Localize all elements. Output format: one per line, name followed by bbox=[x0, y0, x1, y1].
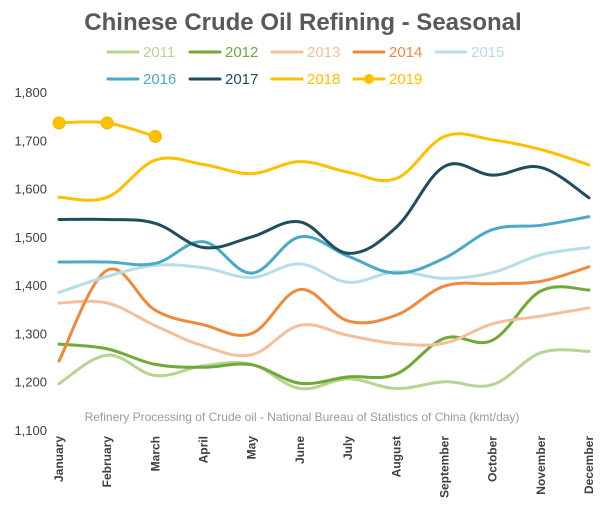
series-layer bbox=[52, 116, 591, 391]
legend-label: 2014 bbox=[389, 44, 422, 61]
legend-label: 2013 bbox=[307, 44, 340, 61]
chart-title: Chinese Crude Oil Refining - Seasonal bbox=[84, 9, 521, 36]
x-tick-label: May bbox=[245, 436, 259, 460]
legend-label: 2011 bbox=[143, 44, 175, 61]
legend-label: 2012 bbox=[225, 44, 258, 61]
x-tick-label: December bbox=[582, 436, 596, 494]
series-line-2013 bbox=[57, 299, 591, 358]
data-point-2019 bbox=[148, 129, 162, 143]
x-tick-label: February bbox=[100, 436, 114, 488]
series-line-2018 bbox=[57, 132, 591, 202]
series-line-2017 bbox=[57, 162, 591, 255]
legend-label: 2018 bbox=[307, 71, 340, 88]
legend-marker bbox=[364, 74, 374, 84]
legend-item-2018: 2018 bbox=[270, 71, 340, 88]
y-axis: 1,100 1,200 1,300 1,400 1,500 1,600 1,700 1,800 bbox=[14, 85, 47, 438]
data-point-2019 bbox=[52, 116, 66, 130]
y-tick-label: 1,100 bbox=[14, 423, 47, 438]
series-line-2012 bbox=[57, 285, 591, 386]
y-tick-label: 1,800 bbox=[14, 85, 47, 100]
series-line-2015 bbox=[57, 246, 591, 294]
y-tick-label: 1,400 bbox=[14, 278, 47, 293]
y-tick-label: 1,200 bbox=[14, 375, 47, 390]
x-tick-label: July bbox=[341, 436, 355, 460]
legend-label: 2015 bbox=[471, 44, 504, 61]
x-tick-label: April bbox=[197, 436, 211, 463]
x-tick-label: September bbox=[437, 436, 451, 498]
legend-label: 2019 bbox=[389, 71, 422, 88]
x-tick-label: August bbox=[389, 436, 403, 477]
legend-item-2014: 2014 bbox=[352, 44, 422, 61]
legend-item-2013: 2013 bbox=[270, 44, 340, 61]
y-tick-label: 1,500 bbox=[14, 230, 47, 245]
y-tick-label: 1,600 bbox=[14, 182, 47, 197]
legend: 2011 2012 2013 2014 2015 2016 2017 2018 2019 bbox=[106, 44, 504, 88]
legend-label: 2016 bbox=[143, 71, 176, 88]
legend-item-2019: 2019 bbox=[352, 71, 422, 88]
series-line-2011 bbox=[57, 348, 591, 391]
legend-label: 2017 bbox=[225, 71, 258, 88]
y-tick-label: 1,300 bbox=[14, 326, 47, 341]
legend-item-2016: 2016 bbox=[106, 71, 176, 88]
legend-item-2011: 2011 bbox=[106, 44, 175, 61]
series-line-2014 bbox=[57, 265, 591, 363]
series-line-2016 bbox=[57, 215, 591, 275]
x-tick-label: January bbox=[52, 436, 66, 482]
x-tick-label: June bbox=[293, 436, 307, 464]
legend-item-2017: 2017 bbox=[188, 71, 258, 88]
data-point-2019 bbox=[100, 116, 114, 130]
x-tick-label: November bbox=[534, 436, 548, 495]
source-note: Refinery Processing of Crude oil - Natio… bbox=[85, 410, 520, 424]
y-tick-label: 1,700 bbox=[14, 133, 47, 148]
x-axis: January February March April May June July Augu… bbox=[52, 436, 596, 498]
x-tick-label: March bbox=[148, 436, 162, 471]
legend-item-2012: 2012 bbox=[188, 44, 258, 61]
legend-item-2015: 2015 bbox=[434, 44, 504, 61]
x-tick-label: October bbox=[486, 436, 500, 482]
